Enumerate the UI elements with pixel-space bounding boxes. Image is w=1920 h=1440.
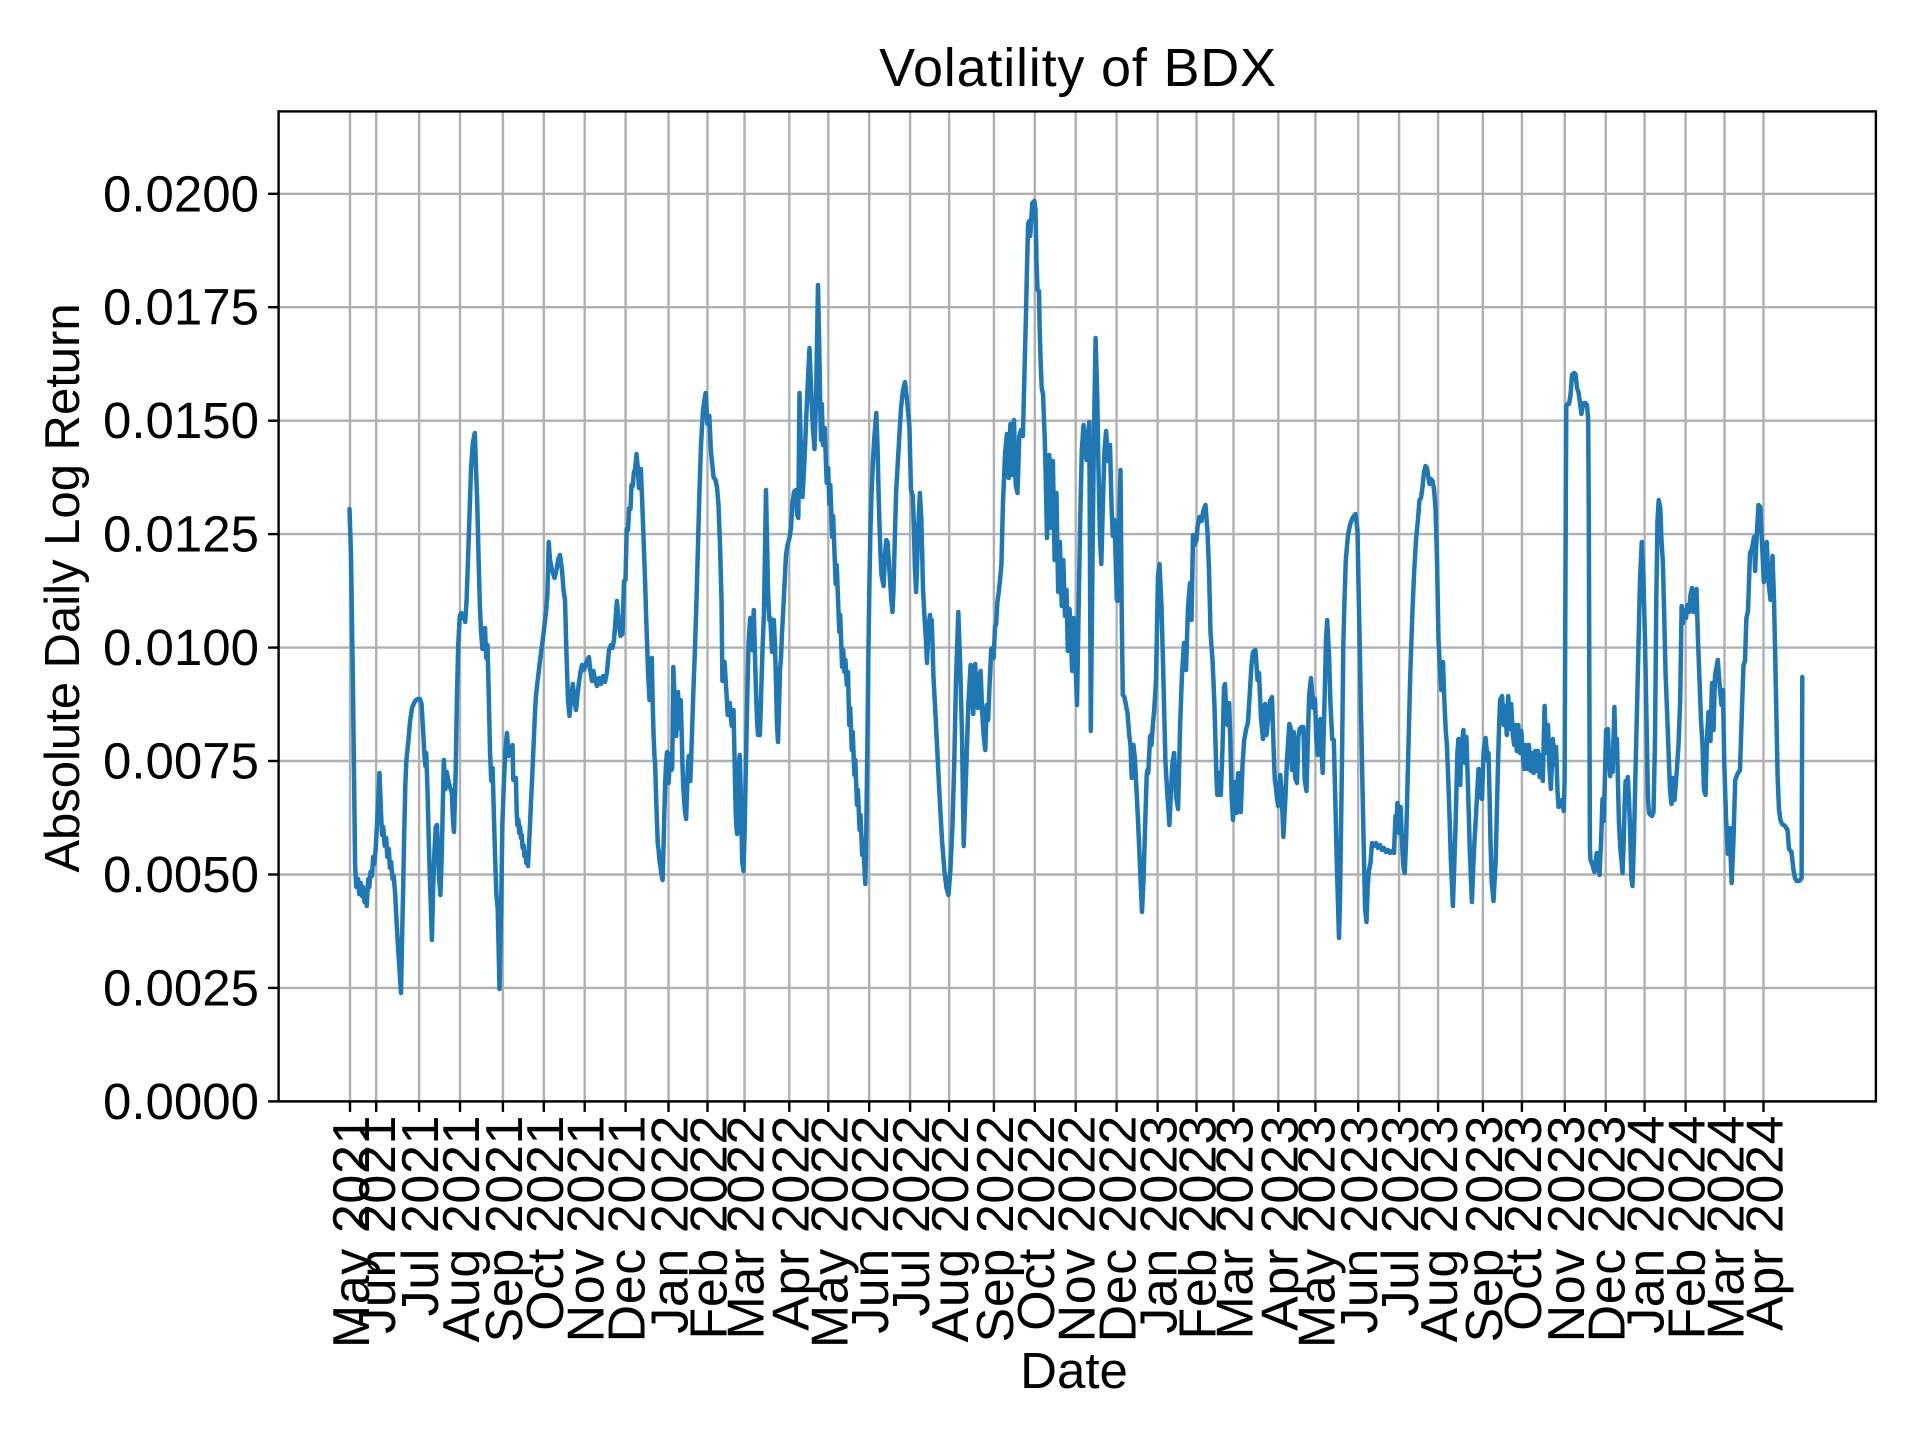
svg-text:Absolute Daily Log Return: Absolute Daily Log Return	[36, 303, 90, 872]
svg-text:Jun 2021: Jun 2021	[349, 1115, 407, 1334]
svg-text:Mar 2023: Mar 2023	[1207, 1115, 1265, 1339]
svg-text:0.0025: 0.0025	[103, 959, 259, 1016]
svg-text:Jan 2024: Jan 2024	[1618, 1115, 1676, 1334]
svg-text:Nov 2023: Nov 2023	[1538, 1115, 1596, 1342]
svg-text:0.0100: 0.0100	[103, 619, 259, 676]
svg-text:0.0050: 0.0050	[103, 846, 259, 903]
svg-text:Feb 2022: Feb 2022	[681, 1115, 739, 1340]
svg-text:Jan 2022: Jan 2022	[642, 1115, 700, 1334]
svg-text:Apr 2022: Apr 2022	[762, 1115, 820, 1331]
svg-text:Jul 2022: Jul 2022	[883, 1115, 941, 1316]
svg-text:Date: Date	[1020, 1342, 1128, 1399]
svg-text:Mar 2022: Mar 2022	[718, 1115, 776, 1339]
svg-text:Jun 2022: Jun 2022	[842, 1115, 900, 1334]
svg-text:Nov 2022: Nov 2022	[1049, 1115, 1107, 1342]
svg-text:May 2023: May 2023	[1288, 1115, 1346, 1348]
svg-text:0.0075: 0.0075	[103, 733, 259, 790]
svg-text:Feb 2024: Feb 2024	[1659, 1115, 1717, 1340]
svg-text:Mar 2024: Mar 2024	[1698, 1115, 1756, 1339]
svg-text:Jun 2023: Jun 2023	[1331, 1115, 1389, 1334]
svg-text:May 2022: May 2022	[801, 1115, 859, 1348]
svg-text:Sep 2022: Sep 2022	[967, 1115, 1025, 1342]
svg-text:Nov 2021: Nov 2021	[558, 1115, 616, 1342]
svg-text:0.0175: 0.0175	[103, 279, 259, 336]
svg-text:Oct 2023: Oct 2023	[1495, 1115, 1553, 1331]
svg-text:May 2021: May 2021	[323, 1115, 381, 1348]
svg-text:Aug 2023: Aug 2023	[1411, 1115, 1469, 1342]
svg-text:Jul 2021: Jul 2021	[392, 1115, 450, 1316]
svg-text:Oct 2021: Oct 2021	[517, 1115, 575, 1331]
svg-text:Volatility of BDX: Volatility of BDX	[879, 38, 1277, 98]
svg-text:0.0125: 0.0125	[103, 506, 259, 563]
svg-text:Sep 2023: Sep 2023	[1456, 1115, 1514, 1342]
svg-text:Apr 2024: Apr 2024	[1737, 1115, 1795, 1331]
svg-text:Oct 2022: Oct 2022	[1008, 1115, 1066, 1331]
svg-text:Sep 2021: Sep 2021	[476, 1115, 534, 1342]
svg-text:Dec 2023: Dec 2023	[1579, 1115, 1637, 1342]
svg-text:0.0000: 0.0000	[103, 1073, 259, 1130]
svg-text:Aug 2021: Aug 2021	[433, 1115, 491, 1342]
svg-text:0.0150: 0.0150	[103, 392, 259, 449]
svg-text:Apr 2023: Apr 2023	[1251, 1115, 1309, 1331]
svg-text:0.0200: 0.0200	[103, 165, 259, 222]
svg-text:Dec 2021: Dec 2021	[599, 1115, 657, 1342]
svg-text:Jan 2023: Jan 2023	[1131, 1115, 1189, 1334]
svg-text:Feb 2023: Feb 2023	[1170, 1115, 1228, 1340]
svg-text:Dec 2022: Dec 2022	[1090, 1115, 1148, 1342]
svg-text:Jul 2023: Jul 2023	[1372, 1115, 1430, 1316]
svg-text:Aug 2022: Aug 2022	[922, 1115, 980, 1342]
